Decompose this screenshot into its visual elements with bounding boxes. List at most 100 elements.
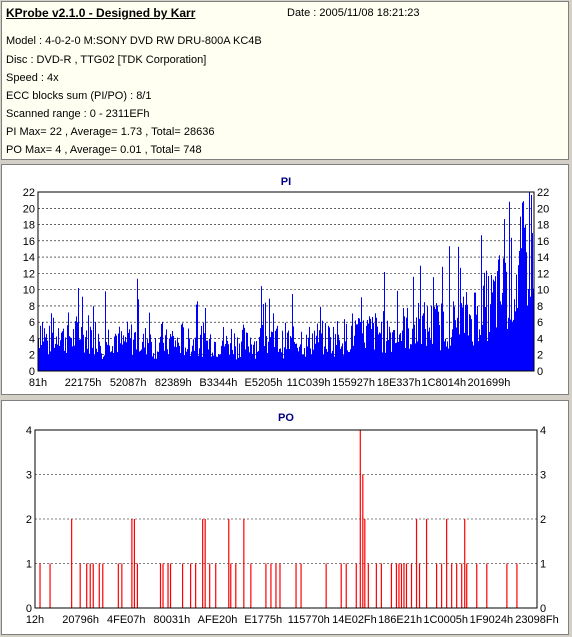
pi-bar <box>106 342 107 371</box>
pi-bar <box>290 336 291 371</box>
pi-bar <box>181 324 182 371</box>
pi-bar <box>391 351 392 371</box>
y-tick-right: 2 <box>540 514 546 526</box>
pi-bar <box>220 354 221 371</box>
y-tick-left: 20 <box>23 203 35 215</box>
pi-bar <box>77 322 78 371</box>
pi-bar <box>222 340 223 371</box>
pi-bar <box>56 336 57 371</box>
pi-bar <box>141 349 142 371</box>
pi-bar <box>306 334 307 371</box>
pi-bar <box>238 357 239 371</box>
pi-bar <box>384 272 385 371</box>
pi-bar <box>367 319 368 371</box>
pi-bar <box>272 332 273 371</box>
pi-bar <box>235 346 236 371</box>
pi-bar <box>237 337 238 371</box>
pi-bar <box>185 347 186 371</box>
scan-date: Date : 2005/11/08 18:21:23 <box>287 7 420 19</box>
pi-bar <box>210 334 211 371</box>
pi-bar <box>59 345 60 371</box>
x-tick-label: 52087h <box>110 377 147 389</box>
pi-bar <box>418 302 419 371</box>
pi-bar <box>248 346 249 371</box>
pi-bar <box>105 291 106 371</box>
pi-bar <box>475 292 476 371</box>
pi-bar <box>266 336 267 371</box>
pi-bar <box>202 356 203 371</box>
x-tick-label: 14E02Fh <box>332 614 377 626</box>
pi-bar <box>406 317 407 371</box>
pi-bar <box>343 355 344 371</box>
pi-bar <box>236 359 237 371</box>
pi-bar <box>449 246 450 371</box>
pi-bar <box>439 324 440 371</box>
pi-bar <box>216 356 217 371</box>
pi-bar <box>492 292 493 371</box>
pi-bar <box>283 358 284 371</box>
pi-bar <box>295 343 296 371</box>
pi-bar <box>437 305 438 371</box>
pi-bar <box>180 353 181 371</box>
pi-bar <box>408 328 409 371</box>
ecc-line: ECC blocks sum (PI/PO) : 8/1 <box>6 90 152 102</box>
x-tick-label: 81h <box>29 377 47 389</box>
pi-bar <box>239 343 240 371</box>
pi-bar <box>325 323 326 371</box>
y-tick-right: 0 <box>540 603 546 615</box>
pi-bar <box>331 353 332 371</box>
pi-bar <box>502 292 503 371</box>
pi-bar <box>467 304 468 371</box>
pi-bar <box>369 316 370 371</box>
pi-bar <box>139 351 140 371</box>
pi-bar <box>316 335 317 371</box>
pi-bar <box>513 319 514 371</box>
y-tick-right: 4 <box>537 333 543 345</box>
y-tick-right: 20 <box>537 203 549 215</box>
pi-bar <box>119 326 120 371</box>
pi-bar <box>284 347 285 371</box>
pi-bar <box>317 323 318 371</box>
pi-bar <box>376 317 377 371</box>
pi-bar <box>257 351 258 371</box>
pi-bar <box>189 338 190 371</box>
pi-bar <box>169 338 170 371</box>
pi-bar <box>219 354 220 371</box>
pi-bar <box>500 301 501 371</box>
pi-bar <box>240 356 241 371</box>
pi-bar <box>434 306 435 371</box>
pi-bar <box>79 339 80 371</box>
pi-bar <box>103 356 104 371</box>
pi-bar <box>419 318 420 371</box>
pi-bar <box>342 343 343 371</box>
x-tick-label: AFE20h <box>198 614 238 626</box>
pi-bar <box>517 308 518 371</box>
pi-bar <box>274 347 275 371</box>
chart-title: PO <box>278 412 294 424</box>
x-tick-label: 4FE07h <box>107 614 146 626</box>
pi-bar <box>356 324 357 371</box>
pi-bar <box>300 344 301 371</box>
pi-bar <box>170 333 171 371</box>
pi-bar <box>296 343 297 371</box>
pi-bar <box>508 317 509 371</box>
pi-bar <box>422 315 423 371</box>
pi-bar <box>241 341 242 371</box>
pi-bar <box>333 326 334 371</box>
pi-bar <box>229 354 230 371</box>
x-tick-label: 1C0005h <box>423 614 468 626</box>
pi-bar <box>311 354 312 371</box>
pi-bar <box>221 345 222 371</box>
pi-bar <box>292 293 293 371</box>
pi-bar <box>516 274 517 371</box>
pi-summary-line: PI Max= 22 , Average= 1.73 , Total= 2863… <box>6 126 215 138</box>
pi-bar <box>394 330 395 371</box>
pi-bar <box>522 202 523 371</box>
pi-bar <box>338 334 339 371</box>
pi-bar <box>164 350 165 371</box>
pi-bar <box>506 271 507 371</box>
pi-bar <box>493 279 494 371</box>
pi-bar <box>130 338 131 371</box>
pi-bar <box>246 332 247 371</box>
pi-bar <box>40 325 41 371</box>
